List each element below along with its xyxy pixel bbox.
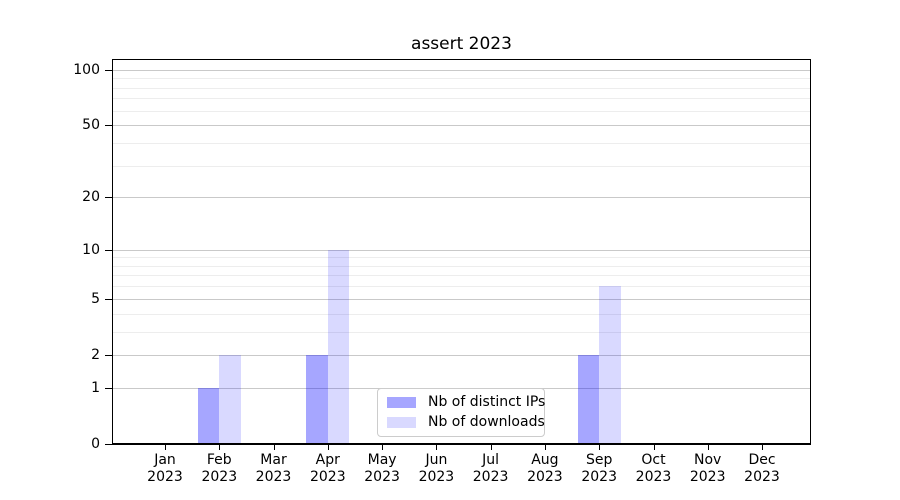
x-tick-month: Jun (425, 452, 448, 468)
y-tick-label: 20 (82, 189, 100, 206)
gridline-major (113, 125, 810, 127)
gridline-minor (113, 78, 810, 80)
x-tick-mark (219, 444, 221, 450)
gridline-minor (113, 331, 810, 333)
x-tick-year: 2023 (635, 469, 672, 485)
x-tick-month: Jul (482, 452, 500, 468)
x-tick-mark (436, 444, 438, 450)
gridline-major (113, 354, 810, 356)
gridline-minor (113, 313, 810, 315)
legend-row-distinct-ips: Nb of distinct IPs (387, 394, 546, 410)
y-tick-label: 50 (82, 117, 100, 134)
x-tick-year: 2023 (689, 469, 726, 485)
gridline-minor (113, 142, 810, 144)
x-tick-month: May (367, 452, 397, 468)
x-tick-month: Aug (531, 452, 559, 468)
y-tick-mark (105, 354, 112, 356)
chart-title: assert 2023 (411, 34, 512, 54)
bar-distinct-ips (306, 354, 328, 444)
x-tick-mark (544, 444, 546, 450)
x-tick-year: 2023 (527, 469, 563, 485)
y-tick-mark (105, 387, 112, 389)
gridline-minor (113, 165, 810, 167)
legend-swatch-distinct-ips (387, 397, 416, 408)
y-tick-mark (105, 249, 112, 251)
y-tick-label: 100 (73, 61, 100, 78)
x-tick-month: Sep (585, 452, 613, 468)
bar-distinct-ips (577, 354, 600, 444)
x-tick-year: 2023 (364, 469, 400, 485)
y-tick-label: 5 (91, 290, 100, 307)
x-tick-year: 2023 (472, 469, 509, 485)
x-tick-label: Oct 2023 (626, 452, 682, 486)
gridline-major (113, 69, 810, 71)
x-tick-year: 2023 (744, 469, 780, 485)
y-tick-mark (105, 298, 112, 300)
x-tick-mark (327, 444, 329, 450)
x-tick-label: Jan 2023 (137, 452, 193, 486)
x-tick-mark (165, 444, 166, 450)
x-tick-year: 2023 (201, 469, 238, 485)
bar-downloads (599, 286, 621, 444)
x-tick-month: Oct (641, 452, 666, 468)
x-tick-label: Sep 2023 (571, 452, 627, 486)
x-tick-month: Nov (694, 452, 722, 468)
gridline-minor (113, 110, 810, 112)
legend-row-downloads: Nb of downloads (387, 414, 545, 430)
x-tick-year: 2023 (147, 469, 183, 485)
gridline-minor (113, 87, 810, 89)
x-tick-year: 2023 (309, 469, 346, 485)
x-tick-label: Jul 2023 (463, 452, 519, 486)
y-tick-label: 1 (91, 379, 100, 396)
x-tick-label: Nov 2023 (680, 452, 736, 486)
bar-distinct-ips (197, 387, 220, 444)
x-tick-month: Jan (154, 452, 176, 468)
y-tick-mark (105, 444, 112, 445)
gridline-major (113, 197, 810, 199)
legend-label-downloads: Nb of downloads (428, 414, 545, 430)
x-tick-mark (653, 444, 655, 450)
x-tick-label: Jun 2023 (408, 452, 464, 486)
legend-label-distinct-ips: Nb of distinct IPs (428, 394, 546, 410)
x-tick-label: Apr 2023 (300, 452, 356, 486)
gridline-major (113, 249, 810, 251)
x-tick-mark (599, 444, 601, 450)
legend: Nb of distinct IPs Nb of downloads (377, 388, 545, 437)
x-tick-month: Feb (206, 452, 232, 468)
legend-swatch-downloads (387, 417, 416, 428)
y-tick-label: 2 (91, 346, 100, 363)
x-tick-label: Feb 2023 (191, 452, 247, 486)
x-tick-month: Apr (315, 452, 340, 468)
plot-area (113, 60, 810, 444)
y-tick-label: 0 (91, 436, 100, 452)
gridline-minor (113, 265, 810, 267)
gridline-minor (113, 98, 810, 100)
x-tick-mark (382, 444, 384, 450)
y-tick-mark (105, 197, 112, 199)
x-tick-month: Dec (748, 452, 776, 468)
x-tick-label: Aug 2023 (517, 452, 573, 486)
x-tick-year: 2023 (581, 469, 617, 485)
y-tick-label: 10 (82, 241, 100, 258)
x-tick-mark (273, 444, 275, 450)
y-tick-mark (105, 69, 112, 71)
gridline-minor (113, 275, 810, 277)
gridline-minor (113, 286, 810, 288)
x-tick-year: 2023 (418, 469, 455, 485)
gridline-major (113, 298, 810, 300)
x-tick-mark (707, 444, 709, 450)
x-tick-mark (762, 444, 763, 450)
x-tick-label: May 2023 (354, 452, 410, 486)
x-tick-mark (490, 444, 492, 450)
bar-downloads (327, 249, 350, 444)
x-tick-month: Mar (260, 452, 287, 468)
x-tick-year: 2023 (255, 469, 292, 485)
y-tick-mark (105, 125, 112, 127)
x-tick-label: Dec 2023 (734, 452, 790, 486)
x-tick-label: Mar 2023 (246, 452, 302, 486)
bar-downloads (219, 354, 241, 444)
gridline-minor (113, 257, 810, 259)
